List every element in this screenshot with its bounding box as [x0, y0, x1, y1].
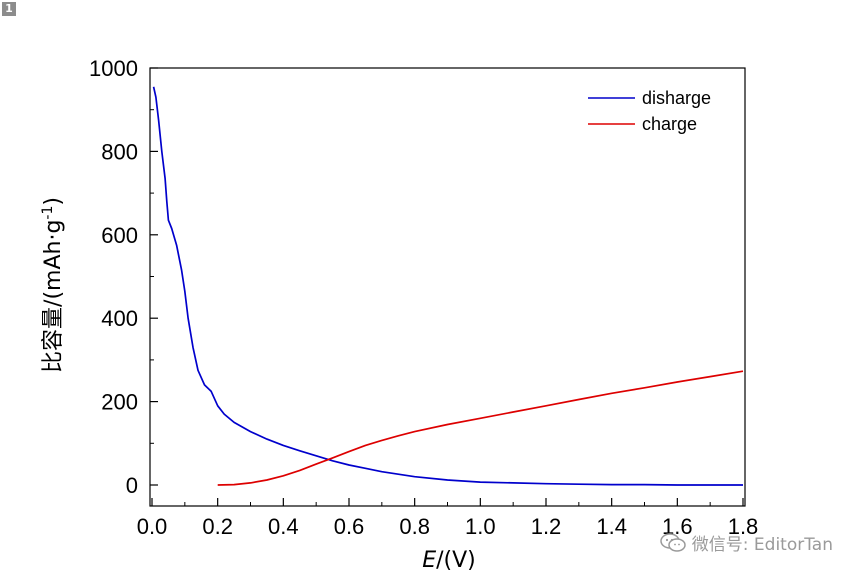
series-line-charge	[217, 370, 744, 486]
x-tick-label: 1.2	[531, 514, 562, 539]
figure-number-badge: 1	[2, 2, 16, 16]
y-tick-label: 0	[126, 473, 138, 498]
x-tick-label: 0.6	[334, 514, 365, 539]
y-tick-labels: 0 200 400 600 800 1000	[89, 56, 138, 498]
y-axis-label-superscript: -1	[40, 206, 56, 220]
y-tick-label: 200	[101, 390, 138, 415]
x-tick-label: 0.4	[268, 514, 299, 539]
x-tick-labels: 0.0 0.2 0.4 0.6 0.8 1.0 1.2 1.4 1.6 1.8	[137, 514, 759, 539]
legend-label-charge: charge	[642, 114, 697, 134]
watermark-text: 微信号: EditorTan	[691, 535, 833, 555]
y-axis-label: 比容量/(mAh·g-1)	[40, 197, 66, 373]
y-tick-label: 400	[101, 306, 138, 331]
y-tick-label: 600	[101, 223, 138, 248]
y-tick-label: 800	[101, 139, 138, 164]
legend: disharge charge	[588, 88, 711, 134]
x-tick-label: 0.0	[137, 514, 168, 539]
x-axis-label-unit: /(V)	[436, 548, 476, 573]
x-tick-label: 0.2	[202, 514, 233, 539]
x-tick-label: 1.8	[728, 514, 759, 539]
y-tick-label: 1000	[89, 56, 138, 81]
wechat-icon	[660, 532, 686, 553]
series-line-disharge	[152, 86, 743, 486]
x-axis-label: E/(V)	[422, 548, 476, 573]
x-tick-label: 1.0	[465, 514, 496, 539]
x-tick-label: 0.8	[399, 514, 430, 539]
axis-ticks	[150, 67, 744, 506]
x-tick-label: 1.6	[662, 514, 693, 539]
y-axis-label-main: 比容量/(mAh·g	[41, 220, 66, 373]
x-tick-label: 1.4	[596, 514, 627, 539]
y-axis-label-close: )	[41, 197, 66, 206]
series-lines	[152, 86, 744, 486]
watermark: 微信号: EditorTan	[660, 530, 833, 555]
x-axis-label-symbol: E	[422, 548, 436, 573]
legend-label-disharge: disharge	[642, 88, 711, 108]
